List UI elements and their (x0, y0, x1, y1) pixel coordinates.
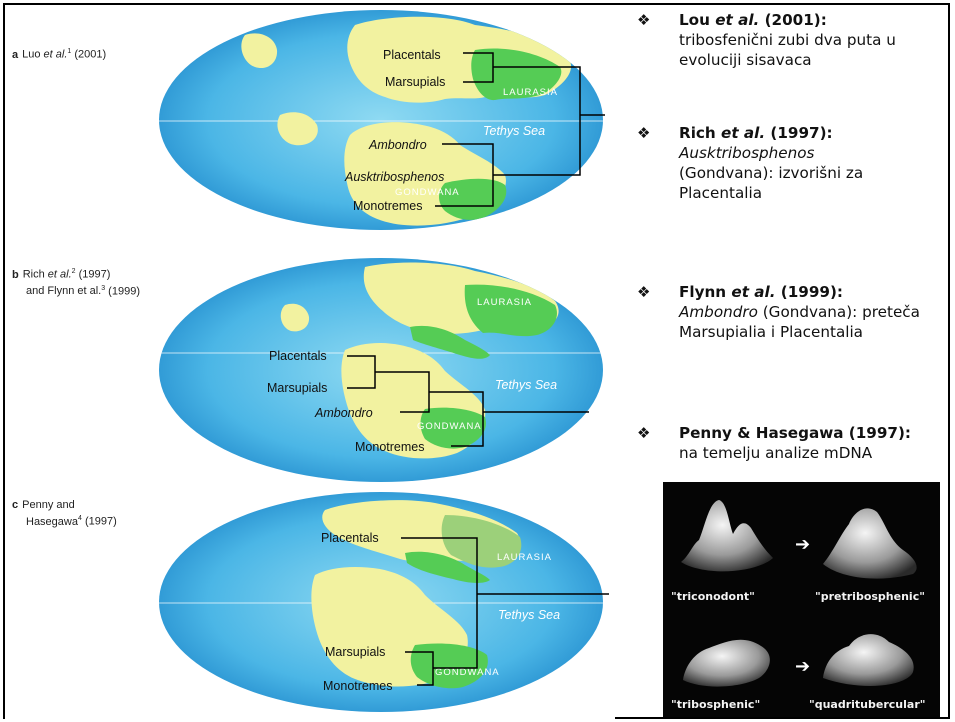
cladogram-c (401, 537, 609, 686)
tooth-label-triconodont: "triconodont" (671, 590, 755, 603)
taxon-monotremes-a: Monotremes (353, 199, 422, 213)
taxon-placentals-c: Placentals (321, 531, 379, 545)
note-flynn: ❖ Flynn et al. (1999): Ambondro (Gondvan… (637, 282, 947, 342)
tooth-quadritubercular (823, 634, 914, 686)
note-rich: ❖ Rich et al. (1997): Ausktribosphenos (G… (637, 123, 947, 203)
note-body: Ausktribosphenos (Gondvana): izvorišni za… (679, 144, 864, 202)
gondwana-label-a: GONDWANA (395, 187, 460, 198)
taxon-marsupials-c: Marsupials (325, 645, 385, 659)
diamond-bullet-icon: ❖ (637, 124, 651, 142)
cladogram-a (435, 52, 605, 207)
right-arrow-icon: ➔ (795, 656, 811, 676)
taxon-ambondro-b: Ambondro (314, 406, 373, 420)
tooth-pretribosphenic (823, 508, 917, 579)
gondwana-label-b: GONDWANA (417, 421, 482, 432)
taxon-marsupials-b: Marsupials (267, 381, 327, 395)
note-luo: ❖ Lou et al. (2001): tribosfenični zubi … (637, 10, 947, 70)
taxon-placentals-b: Placentals (269, 349, 327, 363)
laurasia-label-b: LAURASIA (477, 297, 532, 308)
cladogram-b (347, 355, 589, 447)
note-body: na temelju analize mDNA (679, 444, 873, 462)
note-heading: Penny & Hasegawa (1997): (679, 424, 911, 442)
taxon-monotremes-b: Monotremes (355, 440, 424, 454)
tooth-tribosphenic (683, 639, 770, 687)
taxon-ausktribosphenos-a: Ausktribosphenos (344, 170, 444, 184)
taxon-marsupials-a: Marsupials (385, 75, 445, 89)
laurasia-label-c: LAURASIA (497, 552, 552, 563)
tooth-label-quadritubercular: "quadritubercular" (809, 698, 926, 711)
gondwana-label-c: GONDWANA (435, 667, 500, 678)
note-body: tribosfenični zubi dva puta u evoluciji … (679, 31, 896, 69)
note-penny: ❖ Penny & Hasegawa (1997): na temelju an… (637, 423, 911, 463)
panel-c-globe: LAURASIA Tethys Sea GONDWANA Placentals … (159, 492, 609, 712)
panel-b-label: b Rich et al.2 (1997) and Flynn et al.3 (… (12, 268, 140, 298)
panel-c-label: c Penny and Hasegawa4 (1997) (12, 499, 117, 528)
phylogeny-figure: a Luo et al.1 (2001) b Rich et al.2 (1997)… (5, 5, 615, 720)
laurasia-label-a: LAURASIA (503, 87, 558, 98)
tooth-shapes (681, 500, 917, 687)
note-heading: Rich et al. (1997): (679, 124, 833, 142)
panel-b-globe: LAURASIA Tethys Sea GONDWANA Placentals … (159, 258, 603, 482)
taxon-ambondro-a: Ambondro (368, 138, 427, 152)
tooth-label-tribosphenic: "tribosphenic" (671, 698, 761, 711)
right-arrow-icon: ➔ (795, 534, 811, 554)
taxon-placentals-a: Placentals (383, 48, 441, 62)
note-heading: Lou et al. (2001): (679, 11, 827, 29)
note-body: Ambondro (Gondvana): preteča Marsupialia… (679, 303, 920, 341)
tooth-label-pretribosphenic: "pretribosphenic" (815, 590, 925, 603)
panel-a-globe: LAURASIA Tethys Sea GONDWANA Placentals … (159, 10, 605, 230)
note-heading: Flynn et al. (1999): (679, 283, 843, 301)
taxon-monotremes-c: Monotremes (323, 679, 392, 693)
tethys-sea-label-a: Tethys Sea (483, 124, 545, 138)
tooth-morphology-image: ➔ ➔ "triconodont" "pretribosphenic" "tri… (663, 482, 940, 717)
tooth-triconodont (681, 500, 773, 572)
panel-a-label: a Luo et al.1 (2001) (12, 48, 107, 61)
diamond-bullet-icon: ❖ (637, 424, 651, 442)
diamond-bullet-icon: ❖ (637, 11, 651, 29)
diamond-bullet-icon: ❖ (637, 283, 651, 301)
tethys-sea-label-c: Tethys Sea (498, 608, 560, 622)
tethys-sea-label-b: Tethys Sea (495, 378, 557, 392)
globe-diagrams: LAURASIA Tethys Sea GONDWANA Placentals … (159, 10, 609, 712)
